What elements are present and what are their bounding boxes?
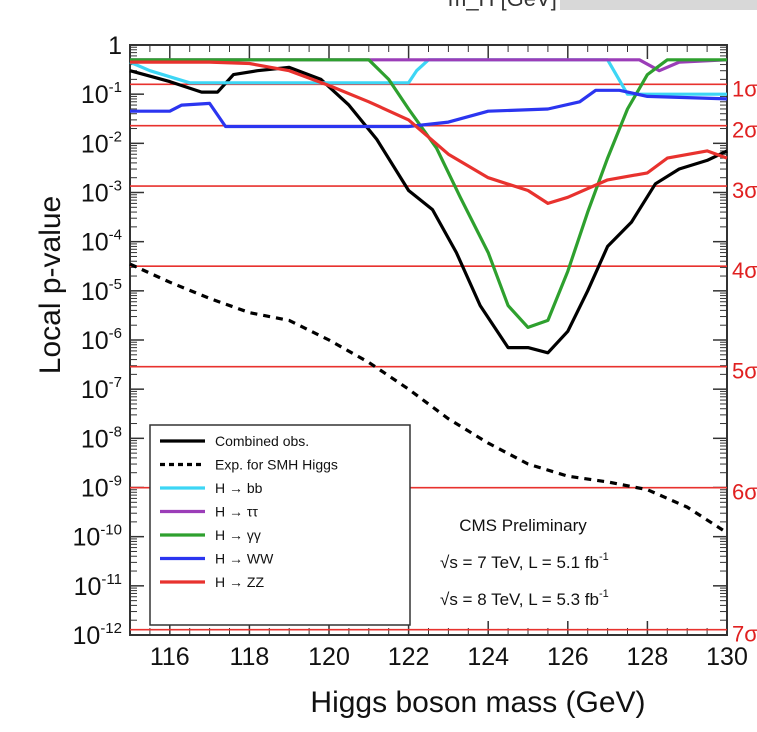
y-tick-label-9: 10-9 <box>81 473 122 503</box>
x-tick-label-116: 116 <box>150 643 190 671</box>
y-tick-label-6: 10-6 <box>81 325 122 355</box>
cms-lumi-7tev: √s = 7 TeV, L = 5.1 fb-1 <box>440 551 609 572</box>
y-tick-label-7: 10-7 <box>81 374 122 404</box>
header-clip-bar <box>560 0 757 10</box>
x-tick-label-126: 126 <box>547 643 589 671</box>
axis-ticks: 116 118 120 122 124 126 128 130 1 10-1 10-2 10-3 10-… <box>73 32 748 671</box>
series-line-1 <box>129 262 728 535</box>
series-line-6 <box>130 60 728 205</box>
y-tick-label-1: 10-1 <box>81 79 122 109</box>
x-tick-label-118: 118 <box>229 643 269 671</box>
legend-label-2: H → bb <box>215 480 263 496</box>
y-tick-label-0: 1 <box>108 32 122 60</box>
series-line-0 <box>129 65 728 355</box>
y-tick-label-12: 10-12 <box>73 620 123 650</box>
sigma-label-2: 2σ <box>732 118 757 143</box>
y-tick-label-3: 10-3 <box>81 178 122 208</box>
series-line-4 <box>130 58 727 329</box>
y-tick-label-11: 10-11 <box>74 571 122 601</box>
y-tick-label-4: 10-4 <box>81 227 122 257</box>
sigma-label-3: 3σ <box>732 178 757 203</box>
series-lines <box>129 58 728 535</box>
legend: Combined obs. Exp. for SMH Higgs H → bb H →… <box>149 424 411 626</box>
y-tick-label-2: 10-2 <box>81 128 122 158</box>
cms-annotation: CMS Preliminary √s = 7 TeV, L = 5.1 fb-1… <box>440 516 609 609</box>
legend-label-6: H → ZZ <box>215 574 264 590</box>
legend-label-5: H → WW <box>215 551 274 567</box>
y-axis-title: Local p-value <box>34 196 67 374</box>
x-axis-title: Higgs boson mass (GeV) <box>310 686 645 719</box>
legend-label-3: H → ττ <box>215 504 258 520</box>
x-tick-label-124: 124 <box>467 643 509 671</box>
x-tick-label-128: 128 <box>627 643 669 671</box>
legend-label-4: H → γγ <box>215 527 261 543</box>
y-tick-label-5: 10-5 <box>81 276 122 306</box>
sigma-label-1: 1σ <box>732 76 757 101</box>
x-tick-label-120: 120 <box>308 643 350 671</box>
legend-label-1: Exp. for SMH Higgs <box>215 457 338 473</box>
sigma-label-7: 7σ <box>732 622 757 647</box>
y-tick-label-8: 10-8 <box>81 423 122 453</box>
legend-box <box>149 424 411 626</box>
header-clip-text: m_H [GeV] <box>448 0 557 11</box>
x-tick-label-122: 122 <box>388 643 430 671</box>
series-line-5 <box>130 88 728 129</box>
cms-lumi-8tev: √s = 8 TeV, L = 5.3 fb-1 <box>440 588 609 609</box>
y-tick-label-10: 10-10 <box>73 522 123 552</box>
x-tick-label-130: 130 <box>706 643 748 671</box>
cms-title: CMS Preliminary <box>459 516 587 535</box>
sigma-label-4: 4σ <box>732 258 757 283</box>
sigma-label-6: 6σ <box>732 480 757 505</box>
legend-label-0: Combined obs. <box>215 433 309 449</box>
sigma-label-5: 5σ <box>732 359 757 384</box>
